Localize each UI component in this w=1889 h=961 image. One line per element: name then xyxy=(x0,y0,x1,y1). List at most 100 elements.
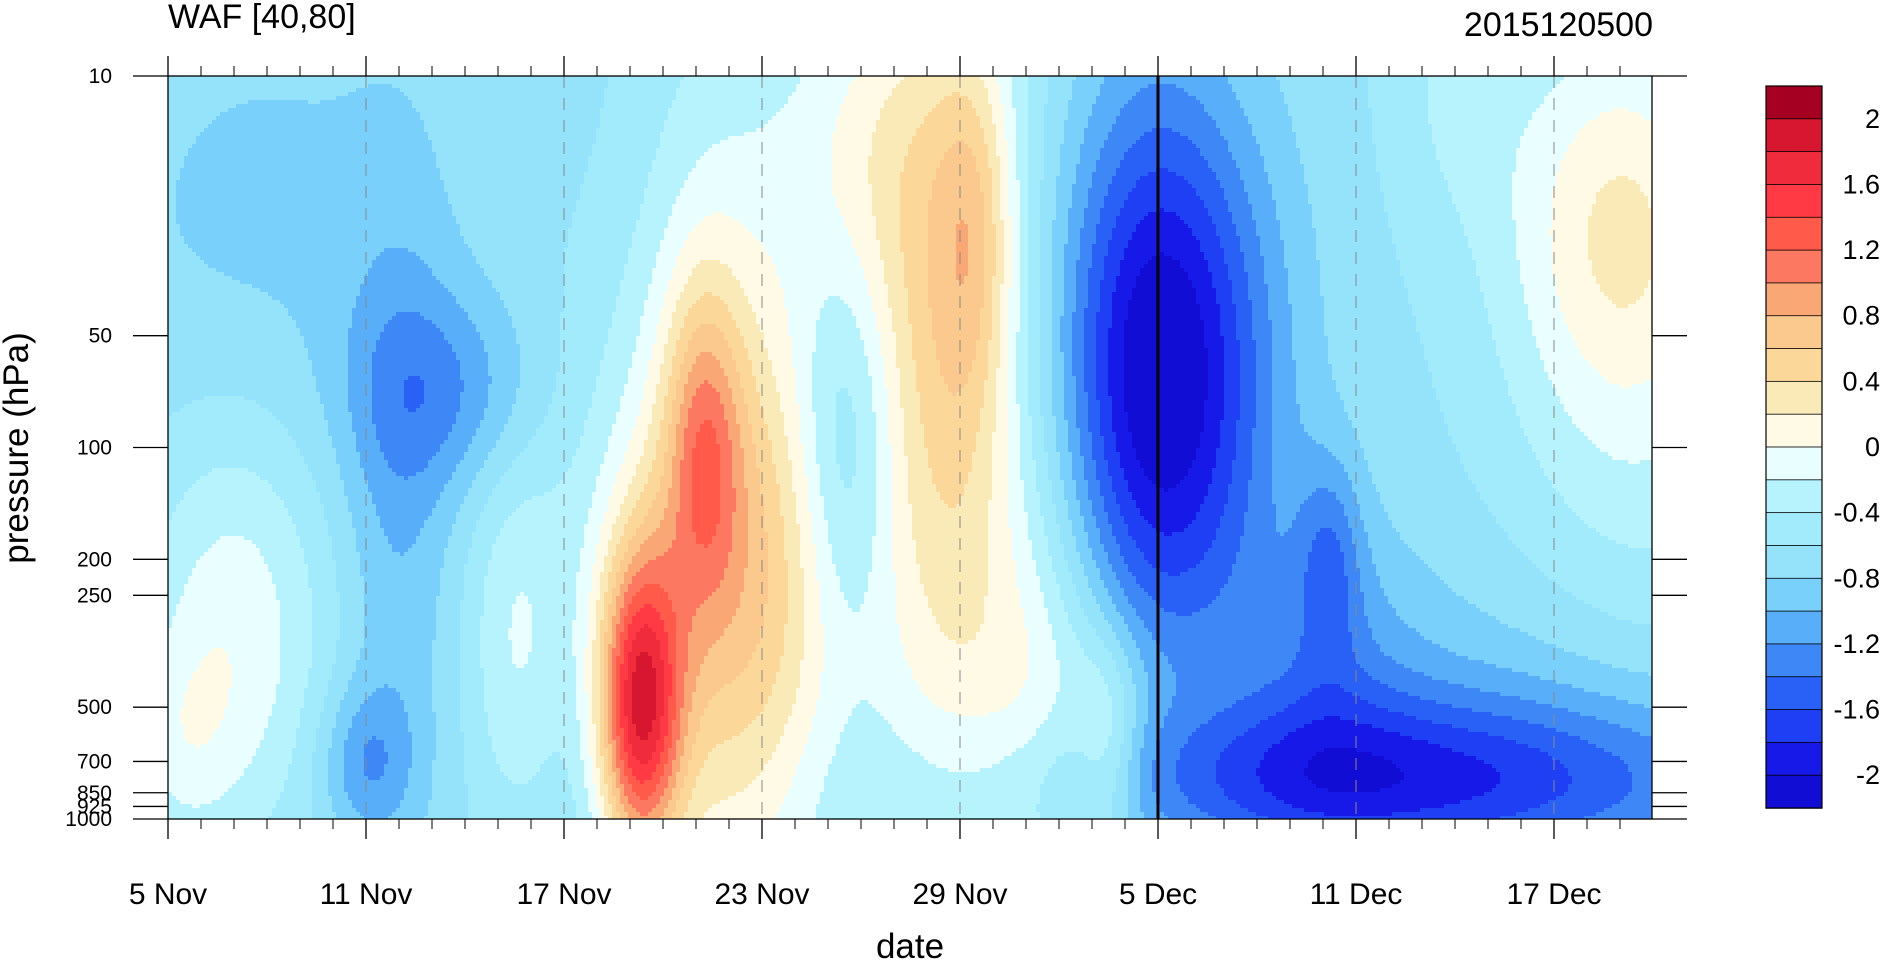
field-cell xyxy=(1572,84,1577,89)
field-cell xyxy=(1148,80,1153,85)
field-cell xyxy=(200,80,205,85)
field-cell xyxy=(168,80,173,85)
field-cell xyxy=(728,80,733,85)
field-cell xyxy=(1496,80,1501,85)
field-cell xyxy=(492,88,497,93)
field-cell xyxy=(1224,76,1229,81)
field-cell xyxy=(348,88,353,93)
field-cell xyxy=(696,80,701,85)
field-cell xyxy=(1276,76,1281,81)
field-cell xyxy=(1628,84,1633,89)
field-cell xyxy=(1252,84,1257,89)
field-cell xyxy=(932,76,937,81)
field-cell xyxy=(1024,84,1029,89)
field-cell xyxy=(648,80,653,85)
field-cell xyxy=(1216,84,1221,89)
field-cell xyxy=(592,84,597,89)
field-cell xyxy=(280,88,285,93)
field-cell xyxy=(1604,76,1609,81)
field-cell xyxy=(1224,84,1229,89)
field-cell xyxy=(768,84,773,89)
field-cell xyxy=(1520,76,1525,81)
field-cell xyxy=(336,84,341,89)
field-cell xyxy=(1424,80,1429,85)
field-cell xyxy=(280,84,285,89)
field-cell xyxy=(1008,84,1013,89)
field-cell xyxy=(1612,80,1617,85)
field-cell xyxy=(528,76,533,81)
field-cell xyxy=(688,84,693,89)
field-cell xyxy=(236,80,241,85)
field-cell xyxy=(844,88,849,93)
field-cell xyxy=(332,80,337,85)
field-cell xyxy=(276,88,281,93)
field-cell xyxy=(1636,84,1641,89)
field-cell xyxy=(1616,84,1621,89)
field-cell xyxy=(1500,76,1505,81)
field-cell xyxy=(256,84,261,89)
field-cell xyxy=(1524,76,1529,81)
field-cell xyxy=(588,76,593,81)
field-cell xyxy=(196,80,201,85)
field-cell xyxy=(964,84,969,89)
field-cell xyxy=(1116,84,1121,89)
field-cell xyxy=(1564,84,1569,89)
field-cell xyxy=(856,80,861,85)
field-cell xyxy=(228,80,233,85)
field-cell xyxy=(800,76,805,81)
field-cell xyxy=(648,76,653,81)
field-cell xyxy=(1224,80,1229,85)
field-cell xyxy=(1232,84,1237,89)
field-cell xyxy=(1120,80,1125,85)
field-cell xyxy=(512,76,517,81)
field-cell xyxy=(396,84,401,89)
field-cell xyxy=(1104,84,1109,89)
field-cell xyxy=(352,84,357,89)
field-cell xyxy=(1072,84,1077,89)
field-cell xyxy=(1484,80,1489,85)
field-cell xyxy=(620,80,625,85)
field-cell xyxy=(1000,80,1005,85)
field-cell xyxy=(1476,80,1481,85)
field-cell xyxy=(672,84,677,89)
field-cell xyxy=(1632,84,1637,89)
field-cell xyxy=(1096,84,1101,89)
field-cell xyxy=(1028,84,1033,89)
field-cell xyxy=(740,80,745,85)
field-cell xyxy=(508,88,513,93)
field-cell xyxy=(396,80,401,85)
field-cell xyxy=(180,76,185,81)
field-cell xyxy=(1424,84,1429,89)
field-cell xyxy=(444,80,449,85)
field-cell xyxy=(644,88,649,93)
field-cell xyxy=(752,76,757,81)
field-cell xyxy=(1344,84,1349,89)
field-cell xyxy=(1412,80,1417,85)
field-cell xyxy=(628,76,633,81)
field-cell xyxy=(1636,76,1641,81)
field-cell xyxy=(1268,76,1273,81)
field-cell xyxy=(336,76,341,81)
field-cell xyxy=(916,84,921,89)
field-cell xyxy=(432,88,437,93)
field-cell xyxy=(240,80,245,85)
field-cell xyxy=(316,88,321,93)
field-cell xyxy=(472,76,477,81)
field-cell xyxy=(252,76,257,81)
field-cell xyxy=(428,80,433,85)
field-cell xyxy=(440,76,445,81)
field-cell xyxy=(1300,80,1305,85)
field-cell xyxy=(1240,80,1245,85)
field-cell xyxy=(1208,84,1213,89)
field-cell xyxy=(680,80,685,85)
field-cell xyxy=(400,84,405,89)
field-cell xyxy=(600,76,605,81)
field-cell xyxy=(268,84,273,89)
field-cell xyxy=(1260,84,1265,89)
field-cell xyxy=(1468,84,1473,89)
field-cell xyxy=(684,76,689,81)
field-cell xyxy=(1288,80,1293,85)
field-cell xyxy=(260,84,265,89)
field-cell xyxy=(596,76,601,81)
field-cell xyxy=(228,76,233,81)
